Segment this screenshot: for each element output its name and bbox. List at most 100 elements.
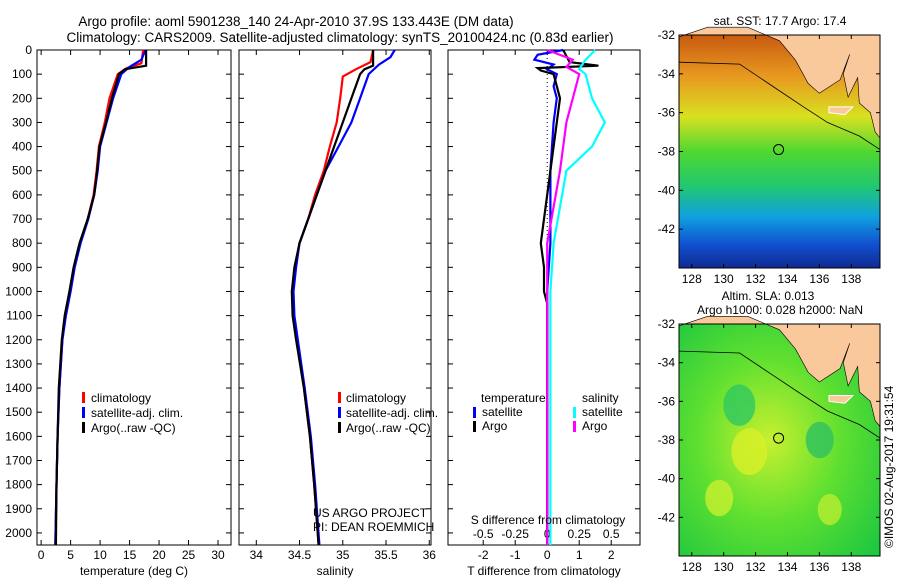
legend-swatch-argo [338, 422, 341, 433]
x-axis-label: salinity [317, 564, 354, 578]
sla-anomaly-blob [723, 384, 756, 427]
lon-tick-label: 136 [809, 560, 829, 574]
title-line-2: Climatology: CARS2009. Satellite-adjuste… [66, 30, 613, 45]
y-tick-label: 100 [12, 67, 32, 81]
sla-map-subtitle: Argo h1000: 0.028 h2000: NaN [697, 303, 863, 317]
x-tick-label: 34.5 [288, 548, 312, 562]
y-tick-label: 1600 [5, 429, 32, 443]
x-tick-label: 1 [576, 548, 583, 562]
sla-map: 128 130 132 134 136 138 -32 -34 -36 -38 -40 -42 [658, 315, 881, 574]
sla-anomaly-blob [731, 428, 768, 475]
s-diff-axis-label: S difference from climatology [471, 513, 626, 527]
x-tick-label: 20 [152, 548, 166, 562]
temperature-panel: 0100200300400500600700800900100011001200… [5, 43, 232, 578]
y-tick-label: 1200 [5, 333, 32, 347]
x-tick-label: 35 [336, 548, 350, 562]
x-tick-label: 25 [182, 548, 196, 562]
argo-position-marker [773, 144, 785, 156]
kangaroo-island [828, 106, 855, 116]
x-axis-label: T difference from climatology [467, 564, 621, 578]
legend-swatch-satellite [82, 407, 85, 418]
sla-anomaly-blob [705, 479, 734, 517]
x-tick-label: -1 [510, 548, 521, 562]
sla-map-title: Altim. SLA: 0.013 [722, 289, 815, 303]
y-tick-label: 900 [12, 260, 32, 274]
copyright-timestamp: ©IMOS 02-Aug-2017 19:31:54 [882, 385, 896, 548]
x-tick-label: 36 [423, 548, 437, 562]
sla-anomaly-blob [805, 421, 834, 459]
y-tick-label: 700 [12, 212, 32, 226]
s-tick-label: 0.25 [568, 527, 592, 541]
x-tick-label: 10 [93, 548, 107, 562]
y-tick-label: 1800 [5, 478, 32, 492]
y-tick-label: 300 [12, 115, 32, 129]
kangaroo-island [828, 395, 855, 404]
y-tick-label: 1000 [5, 284, 32, 298]
lon-tick-label: 128 [682, 560, 702, 574]
legend-label: Argo(..raw -QC) [346, 421, 431, 435]
lat-tick-label: -34 [658, 356, 676, 370]
isobath-contour [678, 61, 881, 150]
sst-map: 128 130 132 134 136 138 -32 -34 -36 -38 -40 -42 [658, 26, 881, 286]
x-tick-label: 0 [544, 548, 551, 562]
isobath-contour [678, 350, 881, 439]
series-line-argo-raw-qc- [290, 50, 375, 546]
y-tick-label: 1900 [5, 502, 32, 516]
lat-tick-label: -32 [658, 28, 676, 42]
lat-tick-label: -40 [658, 183, 676, 197]
legend-swatch-climatology [82, 392, 85, 403]
legend-label: climatology [346, 391, 406, 405]
lat-tick-label: -36 [658, 106, 676, 120]
lat-tick-label: -38 [658, 145, 676, 159]
legend-label: satellite [482, 405, 523, 419]
y-tick-label: 400 [12, 140, 32, 154]
y-tick-label: 1300 [5, 357, 32, 371]
salinity-panel: 34 34.5 35 35.5 36 salinity [238, 49, 437, 578]
lon-tick-label: 132 [746, 560, 766, 574]
s-tick-label: 0.5 [603, 527, 620, 541]
project-line-2: PI: DEAN ROEMMICH [313, 520, 434, 534]
y-tick-label: 1400 [5, 381, 32, 395]
y-tick-label: 1500 [5, 405, 32, 419]
legend-label: satellite-adj. clim. [346, 406, 438, 420]
argo-position-marker [773, 432, 785, 444]
y-tick-label: 1100 [6, 309, 32, 323]
legend-swatch-climatology [338, 392, 341, 403]
legend-title-temperature: temperature [481, 391, 546, 405]
x-tick-label: 34 [250, 548, 264, 562]
lat-tick-label: -38 [658, 433, 676, 447]
sst-map-title: sat. SST: 17.7 Argo: 17.4 [714, 14, 847, 28]
x-tick-label: 5 [67, 548, 74, 562]
lon-tick-label: 138 [841, 272, 861, 286]
temperature-legend: climatology satellite-adj. clim. Argo(..… [82, 391, 183, 435]
x-tick-label: -2 [478, 548, 489, 562]
difference-panel: -2 -1 0 1 2 T difference from climatology -0.5… [447, 48, 641, 578]
y-tick-label: 0 [25, 43, 32, 57]
y-tick-label: 200 [12, 91, 32, 105]
plot-frame [238, 49, 432, 546]
series-line-salinity-argo [546, 48, 581, 545]
lat-tick-label: -42 [658, 510, 676, 524]
plot-frame [36, 49, 232, 546]
plot-frame [447, 49, 641, 546]
legend-swatch-s-satellite [573, 407, 576, 418]
lon-tick-label: 130 [714, 560, 734, 574]
y-tick-label: 2000 [5, 526, 32, 540]
x-tick-label: 35.5 [374, 548, 398, 562]
lon-tick-label: 128 [682, 272, 702, 286]
lat-tick-label: -42 [658, 222, 676, 236]
legend-swatch-argo [82, 422, 85, 433]
legend-swatch-s-argo [573, 421, 576, 432]
legend-label: Argo [582, 419, 608, 433]
lat-tick-label: -34 [658, 67, 676, 81]
x-axis-label: temperature (deg C) [80, 564, 188, 578]
s-tick-label: -0.25 [502, 527, 530, 541]
lon-tick-label: 136 [809, 272, 829, 286]
y-tick-label: 600 [12, 188, 32, 202]
legend-label: climatology [91, 391, 151, 405]
legend-swatch-t-satellite [473, 407, 476, 418]
legend-swatch-t-argo [473, 421, 476, 432]
salinity-legend: climatology satellite-adj. clim. Argo(..… [338, 391, 438, 435]
